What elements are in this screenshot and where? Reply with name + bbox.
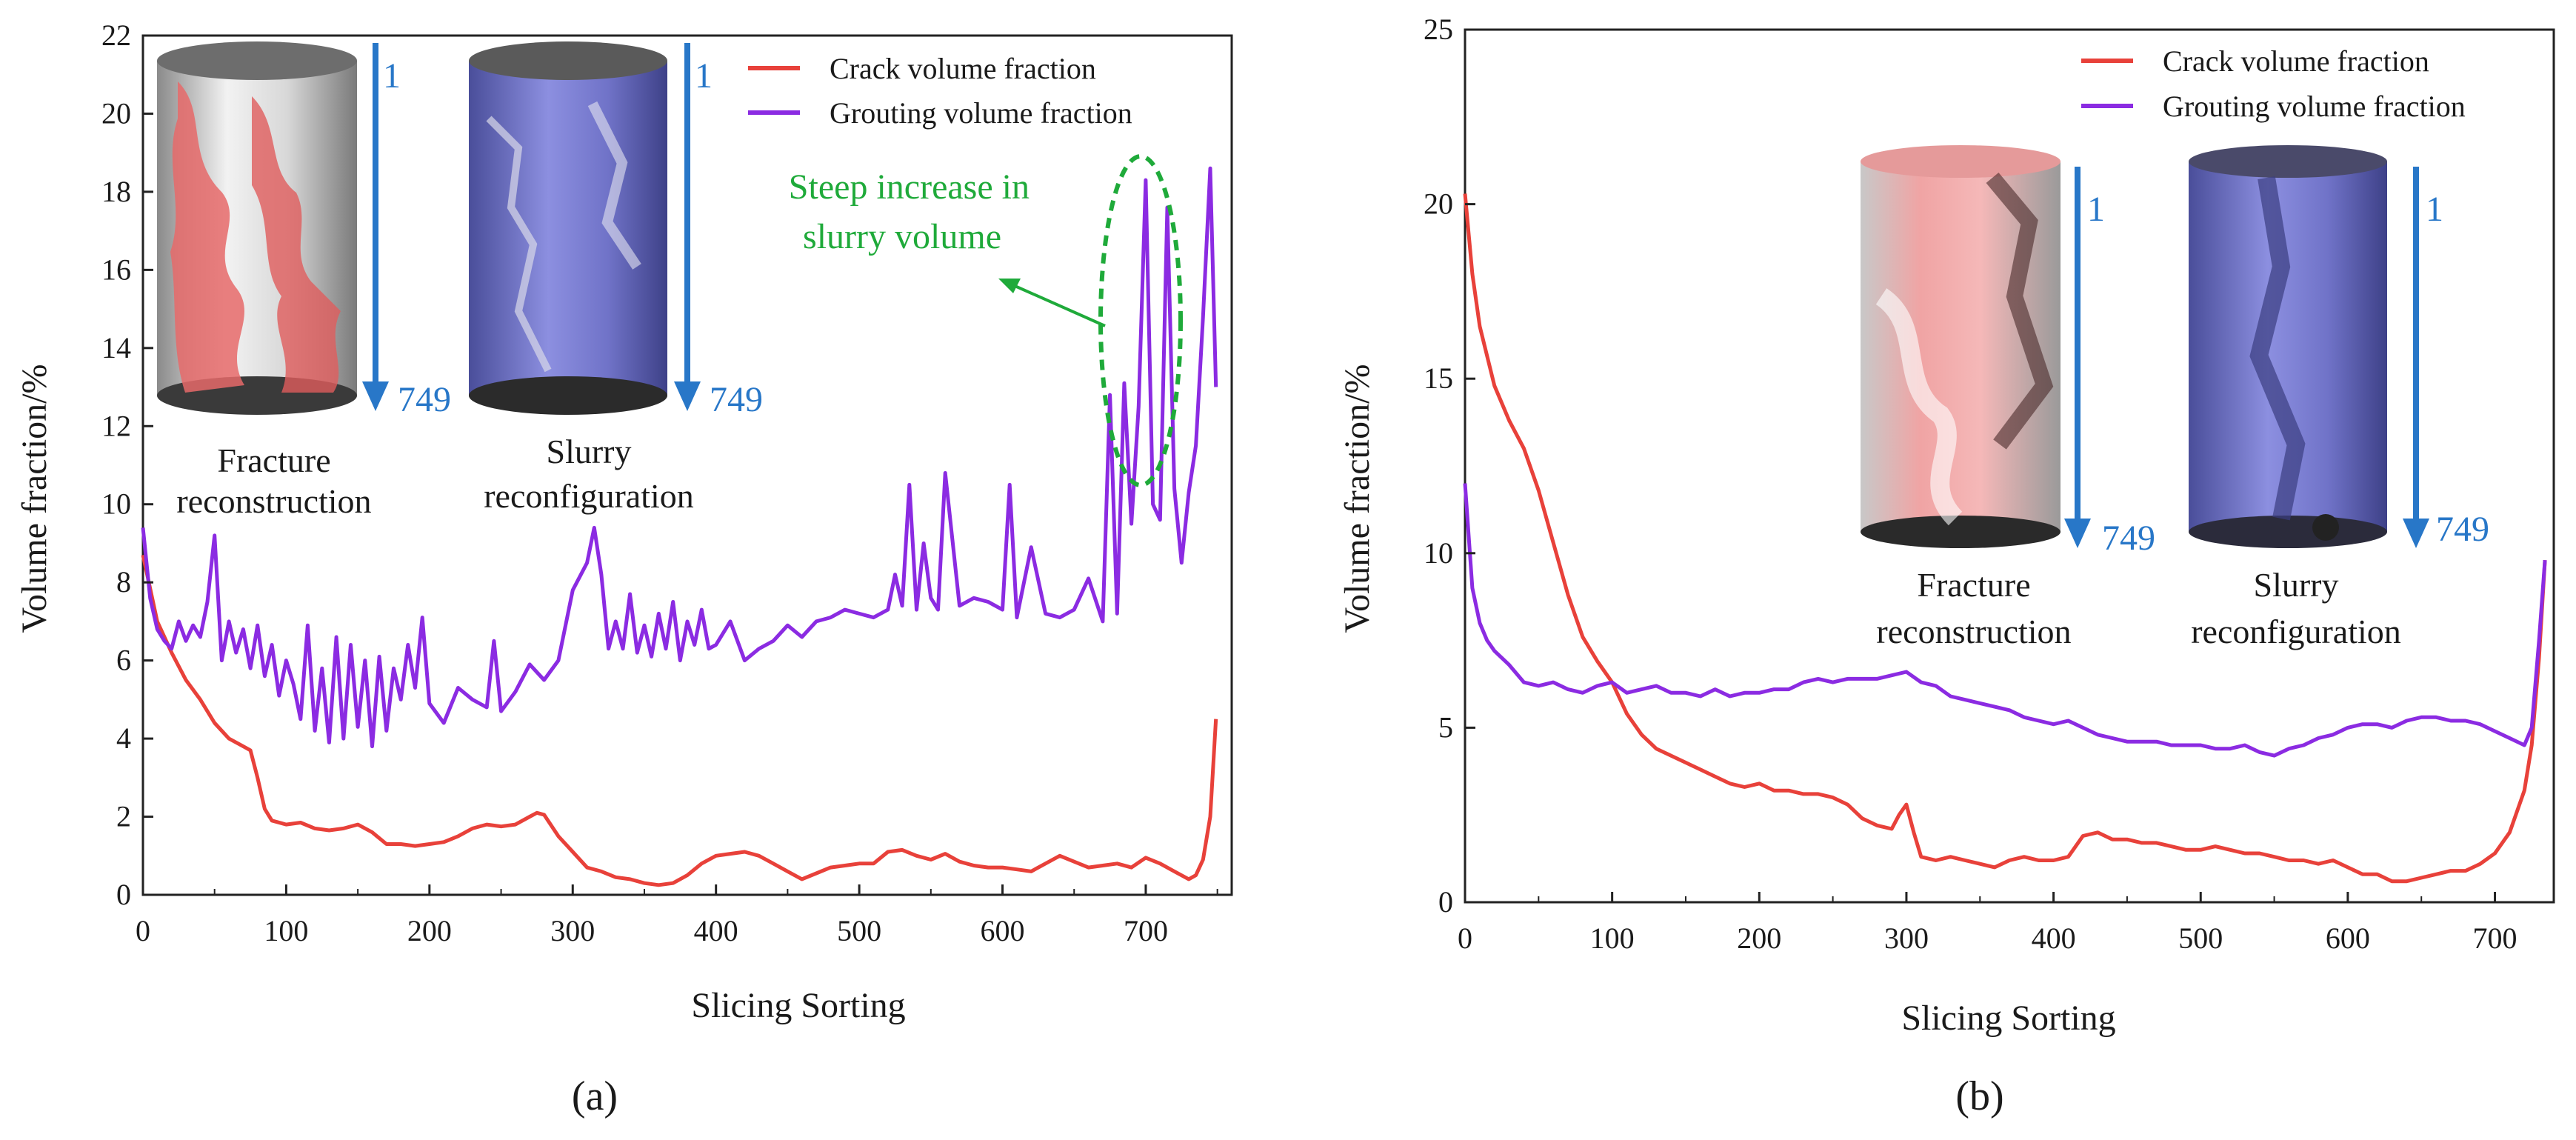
a-fracture-arrow-bottom: 749 [398,380,451,419]
panel-a: 0 100 200 300 400 500 600 700 0 2 4 6 8 10 12 14 16 18 20 2… [15,19,1233,1119]
b-slurry-arrow-top: 1 [2426,190,2443,229]
a-fracture-arrow-top: 1 [383,56,401,96]
a-xtick-label: 500 [837,914,881,947]
b-fracture-label-2: reconstruction [1876,613,2071,650]
a-ytick-label: 6 [116,644,131,677]
panel-b: 0 100 200 300 400 500 600 700 0 5 10 15 20 25 1 749 F… [1338,13,2555,1119]
b-xtick-label: 0 [1458,921,1472,955]
a-slurry-arrow-top: 1 [695,56,713,96]
a-annotation-text-2: slurry volume [803,217,1001,256]
b-ytick-label: 5 [1438,710,1453,744]
b-legend-crack-label: Crack volume fraction [2163,44,2429,78]
a-xtick-label: 200 [407,914,452,947]
a-legend: Crack volume fraction Grouting volume fr… [748,52,1132,130]
a-fracture-label-1: Fracture [217,441,330,479]
a-ytick-label: 12 [101,409,131,442]
b-slurry-label-1: Slurry [2254,566,2339,604]
b-inset-fracture: 1 749 Fracture reconstruction [1861,145,2155,650]
b-ytick-label: 0 [1438,885,1453,919]
a-slurry-label-2: reconfiguration [484,477,694,515]
a-panel-label: (a) [572,1073,618,1119]
a-legend-grouting-label: Grouting volume fraction [830,96,1132,130]
b-series-group [1463,193,2547,884]
b-axes-frame [1464,28,2555,904]
a-series-crack-line [141,554,1218,887]
b-legend-grouting-label: Grouting volume fraction [2163,90,2466,123]
a-inset-slurry: 1 749 Slurry reconfiguration [469,41,763,515]
a-plot-frame [141,34,1233,896]
a-xtick-label: 0 [136,914,150,947]
b-slurry-arrow-bottom: 749 [2436,510,2489,549]
a-ytick-label: 4 [116,721,131,755]
a-annotation: Steep increase in slurry volume [789,154,1183,487]
b-ytick-label: 10 [1424,536,1453,570]
b-ytick-label: 25 [1424,13,1453,46]
a-ytick-label: 8 [116,565,131,599]
a-ytick-label: 0 [116,878,131,911]
a-ytick-label: 10 [101,487,131,521]
a-xtick-label: 100 [264,914,308,947]
b-ytick-label: 20 [1424,187,1453,221]
a-ylabel: Volume fraction/% [15,364,54,633]
a-ytick-label: 22 [101,19,131,52]
b-series-crack-line [1463,193,2547,884]
a-annotation-arrow-head [998,279,1021,293]
a-annotation-arrow-line [1012,284,1106,327]
a-series-group [141,166,1218,887]
b-plot-frame [1464,28,2555,904]
b-xtick-label: 700 [2473,921,2517,955]
b-legend: Crack volume fraction Grouting volume fr… [2081,44,2466,123]
a-ytick-label: 2 [116,800,131,833]
a-ytick-label: 20 [101,96,131,130]
a-ytick-label: 14 [101,331,131,364]
a-xtick-label: 700 [1124,914,1168,947]
b-series-grouting-line [1463,483,2547,758]
b-fracture-cylinder-image [1861,145,2061,548]
a-xtick-label: 600 [981,914,1025,947]
a-fracture-label-2: reconstruction [176,482,371,520]
b-ylabel: Volume fraction/% [1338,364,1377,633]
a-slurry-label-1: Slurry [547,433,632,470]
b-inset-slurry: 1 749 Slurry reconfiguration [2189,145,2489,650]
a-series-grouting-line [141,166,1218,749]
a-inset-fracture: 1 749 Fracture reconstruction [157,41,451,520]
b-xtick-label: 500 [2178,921,2223,955]
a-xlabel: Slicing Sorting [691,986,905,1025]
b-xtick-label: 200 [1737,921,1781,955]
b-panel-label: (b) [1955,1073,2003,1119]
a-xtick-label: 400 [694,914,738,947]
a-legend-crack-label: Crack volume fraction [830,52,1096,85]
a-annotation-ellipse [1098,154,1183,487]
b-xtick-label: 100 [1590,921,1635,955]
a-axes-frame [141,34,1233,896]
b-ticks-group: 0 100 200 300 400 500 600 700 0 5 10 15 20 25 [1424,13,2517,955]
a-fracture-arrow [362,43,389,411]
b-ytick-label: 15 [1424,361,1453,395]
a-ytick-label: 16 [101,253,131,286]
b-xtick-label: 400 [2032,921,2076,955]
b-xtick-label: 600 [2326,921,2370,955]
a-fracture-cylinder-image [157,41,357,415]
b-fracture-label-1: Fracture [1917,566,2030,604]
b-xtick-label: 300 [1884,921,1929,955]
b-xlabel: Slicing Sorting [1901,999,2115,1038]
b-fracture-arrow [2064,167,2091,548]
b-slurry-arrow [2403,167,2429,548]
a-ytick-label: 18 [101,175,131,208]
b-slurry-cylinder-image [2189,145,2387,548]
a-ticks-group: 0 100 200 300 400 500 600 700 0 2 4 6 8 10 12 14 16 18 20 2… [101,19,1218,947]
a-xtick-label: 300 [550,914,595,947]
b-fracture-arrow-bottom: 749 [2102,519,2155,558]
a-slurry-cylinder-image [469,41,667,415]
b-fracture-arrow-top: 1 [2087,190,2105,229]
a-annotation-text-1: Steep increase in [789,167,1030,207]
a-slurry-arrow [674,43,701,411]
b-slurry-label-2: reconfiguration [2191,613,2401,650]
a-slurry-arrow-bottom: 749 [710,380,763,419]
